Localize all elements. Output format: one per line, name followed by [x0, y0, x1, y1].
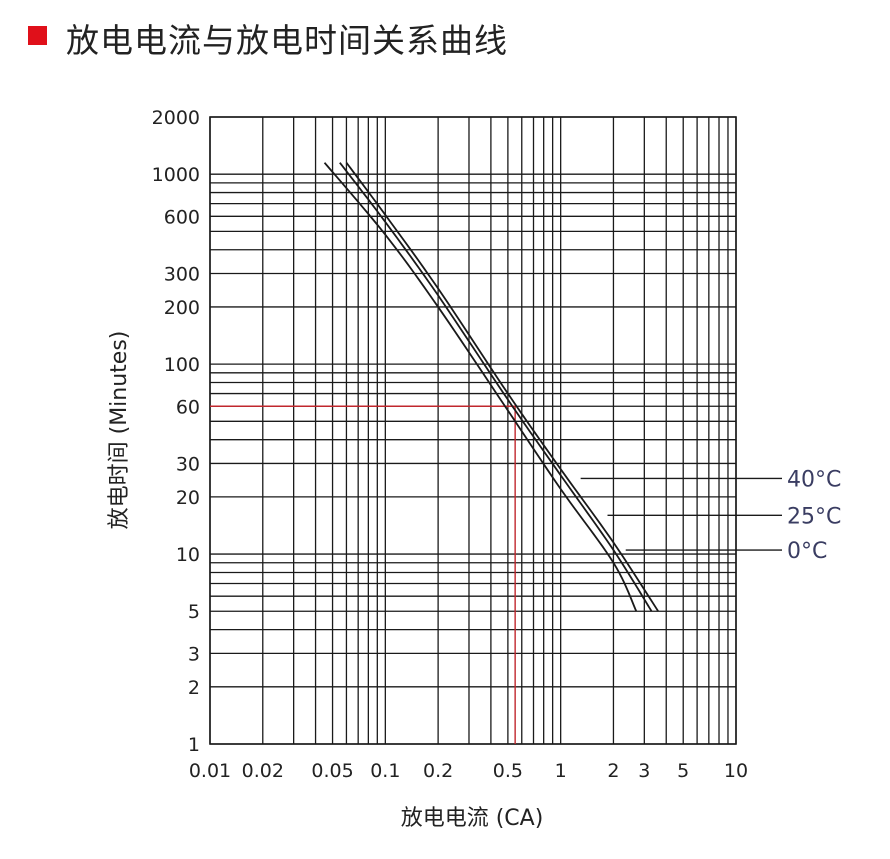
legend-label-0: 40°C — [787, 467, 841, 492]
plot-frame — [209, 116, 737, 745]
grid-layer — [209, 116, 737, 745]
x-tick-label: 0.5 — [493, 760, 523, 782]
y-tick-label: 2 — [188, 677, 200, 699]
y-tick-label: 3 — [188, 643, 200, 665]
x-tick-label: 3 — [638, 760, 650, 782]
series-line-0 — [345, 162, 659, 612]
y-tick-label: 20 — [176, 487, 200, 509]
series-line-2 — [323, 162, 638, 612]
y-tick-label: 300 — [164, 263, 200, 285]
y-tick-label: 600 — [164, 206, 200, 228]
x-tick-label: 1 — [555, 760, 567, 782]
y-tick-label: 60 — [176, 396, 200, 418]
tick-layer: 0.01 0.02 0.05 0.1 0.2 0.5 1 2 3 5 101235102030601… — [152, 107, 748, 782]
chart-title: 放电电流与放电时间关系曲线 — [66, 21, 508, 60]
x-tick-label: 10 — [724, 760, 748, 782]
legend-layer: 40°C 25°C 0°C — [580, 467, 841, 564]
series-layer — [323, 162, 659, 612]
x-tick-label: 0.02 — [242, 760, 284, 782]
y-tick-label: 5 — [188, 601, 200, 623]
y-tick-label: 1 — [188, 734, 200, 756]
y-tick-label: 200 — [164, 297, 200, 319]
x-tick-label: 0.05 — [311, 760, 353, 782]
x-tick-label: 0.2 — [423, 760, 453, 782]
annotation-layer — [210, 405, 516, 744]
y-tick-label: 1000 — [152, 164, 200, 186]
legend-label-2: 0°C — [787, 539, 827, 564]
x-axis-label: 放电电流 (CA) — [401, 806, 544, 831]
x-tick-label: 0.1 — [370, 760, 400, 782]
y-tick-label: 10 — [176, 544, 200, 566]
legend-label-1: 25°C — [787, 504, 841, 529]
x-tick-label: 2 — [607, 760, 619, 782]
x-tick-label: 5 — [677, 760, 689, 782]
y-tick-label: 100 — [164, 354, 200, 376]
title-marker — [28, 26, 47, 45]
x-tick-label: 0.01 — [189, 760, 231, 782]
y-tick-label: 30 — [176, 453, 200, 475]
y-axis-label: 放电时间 (Minutes) — [107, 331, 132, 530]
series-line-1 — [339, 162, 653, 612]
y-tick-label: 2000 — [152, 107, 200, 129]
